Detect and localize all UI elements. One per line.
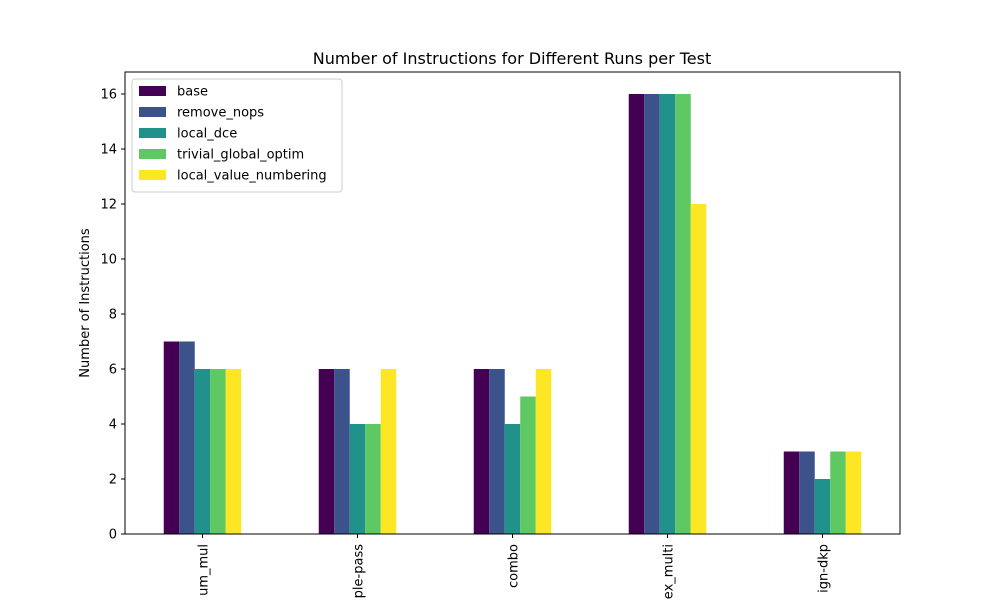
bar-base-combo <box>473 369 490 534</box>
bar-remove_nops-ign-dkp <box>799 451 815 534</box>
bar-trivial_global_optim-um_mul <box>210 369 226 534</box>
bar-local_dce-combo <box>504 424 521 534</box>
bar-local_value_numbering-ex_multi <box>690 204 707 534</box>
bar-local_value_numbering-ple-pass <box>380 369 397 534</box>
plot-frame <box>124 71 901 535</box>
y-axis-label: Number of Instructions <box>78 228 93 378</box>
y-tick-label: 2 <box>109 473 117 488</box>
x-tick-label: ple-pass <box>352 544 367 599</box>
x-tick-label: combo <box>507 544 522 588</box>
y-tick-label: 12 <box>100 198 117 213</box>
bar-base-ple-pass <box>318 369 335 534</box>
legend-label-local_value_numbering: local_value_numbering <box>177 169 327 184</box>
legend-swatch-base <box>139 86 166 96</box>
bar-local_value_numbering-combo <box>535 369 552 534</box>
legend-label-local_dce: local_dce <box>177 127 237 142</box>
chart-title: Number of Instructions for Different Run… <box>313 49 711 68</box>
legend-swatch-trivial_global_optim <box>139 149 166 159</box>
bar-trivial_global_optim-ex_multi <box>675 94 691 534</box>
y-tick-label: 8 <box>109 308 117 323</box>
y-tick-label: 4 <box>109 418 117 433</box>
y-axis: 0 2 4 6 8 10 12 14 16 <box>100 88 125 543</box>
y-tick-label: 16 <box>100 88 117 103</box>
y-tick-label: 10 <box>100 253 117 268</box>
x-tick-label: ign-dkp <box>817 544 832 593</box>
bar-remove_nops-um_mul <box>179 341 195 534</box>
bar-local_value_numbering-um_mul <box>225 369 242 534</box>
bar-remove_nops-combo <box>489 369 505 534</box>
bar-local_dce-ex_multi <box>659 94 676 534</box>
bars-layer <box>163 94 862 534</box>
x-axis: um_mul ple-pass combo ex_multi ign-dkp <box>197 534 832 599</box>
legend: base remove_nops local_dce trivial_global_o… <box>131 78 343 193</box>
y-tick-label: 0 <box>109 528 117 543</box>
y-tick-label: 14 <box>100 143 117 158</box>
x-tick-label: um_mul <box>197 544 212 596</box>
legend-swatch-local_value_numbering <box>139 170 166 180</box>
legend-label-trivial_global_optim: trivial_global_optim <box>177 148 304 163</box>
legend-swatch-local_dce <box>139 128 166 138</box>
bar-remove_nops-ex_multi <box>644 94 660 534</box>
bar-trivial_global_optim-ple-pass <box>365 424 381 534</box>
x-tick-label: ex_multi <box>662 544 677 599</box>
bar-trivial_global_optim-ign-dkp <box>830 451 846 534</box>
bar-trivial_global_optim-combo <box>520 396 536 534</box>
legend-box <box>131 78 343 193</box>
legend-label-remove_nops: remove_nops <box>177 106 264 121</box>
bar-base-um_mul <box>163 341 180 534</box>
bar-remove_nops-ple-pass <box>334 369 350 534</box>
bar-base-ex_multi <box>628 94 645 534</box>
legend-swatch-remove_nops <box>139 107 166 117</box>
y-tick-label: 6 <box>109 363 117 378</box>
bar-local_value_numbering-ign-dkp <box>845 451 862 534</box>
bar-local_dce-ple-pass <box>349 424 366 534</box>
legend-label-base: base <box>177 85 208 100</box>
bar-local_dce-um_mul <box>194 369 211 534</box>
bar-base-ign-dkp <box>783 451 800 534</box>
bar-local_dce-ign-dkp <box>814 479 831 534</box>
